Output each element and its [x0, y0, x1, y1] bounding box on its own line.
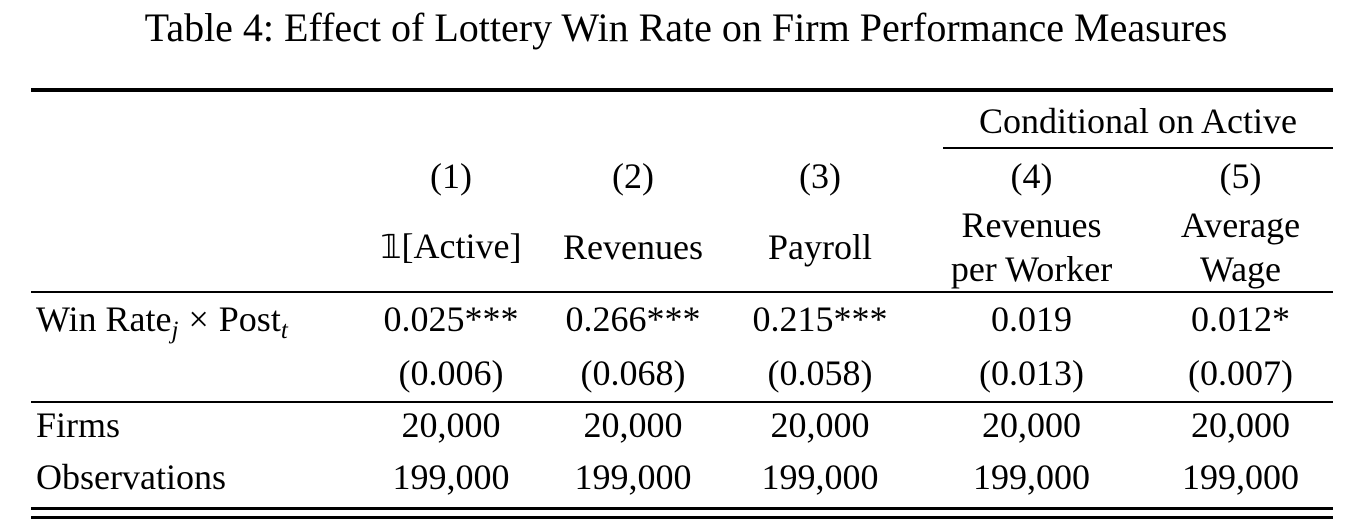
empty-cell: [31, 92, 915, 149]
estimate-cell: 0.025***: [383, 298, 519, 339]
cmidrule: Conditional on Active: [943, 100, 1334, 149]
column-number: (3): [799, 155, 841, 196]
summary-row-label: Observations: [36, 456, 226, 497]
column-label: Revenues: [541, 202, 725, 293]
summary-row-firms: Firms 20,000 20,000 20,000 20,000 20,000: [31, 402, 1333, 450]
summary-value-cell: 20,000: [982, 404, 1081, 445]
bottom-rule-line-1: [31, 507, 1333, 510]
column-number-row: (1) (2) (3) (4) (5): [31, 149, 1333, 202]
column-label-row: 𝟙[Active] Revenues Payroll Revenues per …: [31, 202, 1334, 293]
indicator-symbol: 𝟙: [380, 227, 402, 266]
stderr-cell: (0.013): [915, 344, 1148, 403]
empty-cell: [31, 202, 361, 293]
stderr-cell: (0.068): [541, 344, 725, 403]
column-label: Revenues per Worker: [915, 202, 1148, 293]
summary-row-observations: Observations 199,000 199,000 199,000 199…: [31, 450, 1333, 503]
summary-value-cell: 20,000: [770, 404, 870, 445]
regression-table: Conditional on Active (1) (2) (3) (4) (5…: [31, 88, 1334, 519]
estimate-cell: 0.012*: [1191, 298, 1290, 339]
column-label: 𝟙[Active]: [361, 202, 541, 293]
stderr-cell: (0.058): [725, 344, 915, 403]
summary-value-cell: 199,000: [1182, 456, 1299, 497]
column-number: (4): [1010, 155, 1053, 196]
estimate-cell: 0.019: [991, 298, 1072, 339]
top-rule: [31, 88, 1333, 92]
empty-cell: [31, 344, 361, 403]
estimate-cell: 0.215***: [752, 298, 888, 339]
summary-value-cell: 199,000: [574, 456, 692, 497]
summary-row-label: Firms: [36, 404, 121, 445]
stderr-cell: (0.007): [1148, 344, 1334, 403]
column-number: (5): [1219, 155, 1262, 196]
column-label: Payroll: [725, 202, 915, 293]
coefficient-row: Win Ratej × Postt 0.025*** 0.266*** 0.215*…: [31, 292, 1333, 344]
bottom-rule-line-2: [31, 516, 1333, 519]
summary-value-cell: 20,000: [1191, 404, 1290, 445]
group-header-cell: Conditional on Active: [915, 92, 1334, 149]
column-number: (1): [430, 155, 472, 196]
results-table: Conditional on Active (1) (2) (3) (4) (5…: [31, 92, 1334, 503]
subscript-t: t: [280, 316, 288, 344]
subscript-j: j: [171, 316, 179, 344]
summary-value-cell: 199,000: [761, 456, 879, 497]
empty-cell: [31, 149, 361, 202]
group-header-row: Conditional on Active: [31, 92, 1334, 149]
bottom-double-rule: [31, 507, 1333, 519]
times-operator: ×: [188, 298, 209, 339]
estimate-cell: 0.266***: [565, 298, 701, 339]
table-title: Table 4: Effect of Lottery Win Rate on F…: [144, 5, 1228, 50]
summary-value-cell: 20,000: [583, 404, 683, 445]
summary-value-cell: 199,000: [973, 456, 1090, 497]
summary-value-cell: 199,000: [392, 456, 510, 497]
standard-error-row: (0.006) (0.068) (0.058) (0.013) (0.007): [31, 344, 1334, 403]
group-header-label: Conditional on Active: [979, 101, 1297, 141]
column-number: (2): [612, 155, 654, 196]
column-label: Average Wage: [1148, 202, 1334, 293]
stderr-cell: (0.006): [361, 344, 541, 403]
coefficient-row-label: Win Ratej × Postt: [36, 298, 288, 344]
summary-value-cell: 20,000: [401, 404, 501, 445]
